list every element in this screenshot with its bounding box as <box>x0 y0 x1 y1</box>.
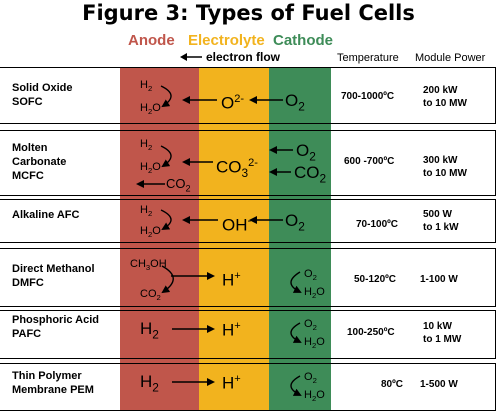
anode-band <box>120 67 199 410</box>
electron-flow-label: electron flow <box>206 50 281 64</box>
pafc-power-line1: 10 kW <box>423 321 452 332</box>
pem-cathode-curve-arrow <box>290 375 302 396</box>
sofc-anode-product: H2O <box>140 102 161 117</box>
pem-cathode-product: H2O <box>304 389 325 404</box>
pem-name-line1: Thin Polymer <box>12 370 82 382</box>
dmfc-name-line1: Direct Methanol <box>12 263 95 275</box>
dmfc-anode-curve-arrow <box>161 265 174 294</box>
dmfc-cathode-reactant: O2 <box>304 268 317 283</box>
pem-temperature: 80ºC <box>381 379 403 390</box>
pafc-ion: H+ <box>222 320 241 340</box>
pem-ion: H+ <box>222 373 241 393</box>
dmfc-cathode-product: H2O <box>304 286 325 301</box>
module-power-header: Module Power <box>415 52 486 64</box>
sofc-anode-reactant: H2 <box>140 79 153 94</box>
sofc-power-line2: to 10 MW <box>423 98 467 109</box>
row-pafc <box>0 310 496 359</box>
cathode-band <box>269 67 331 410</box>
dmfc-power-line1: 1-100 W <box>420 274 458 285</box>
pem-power-line1: 1-500 W <box>420 379 458 390</box>
dmfc-cathode-curve-arrow <box>290 271 302 293</box>
sofc-name-line1: Solid Oxide <box>12 82 73 94</box>
mcfc-name-line3: MCFC <box>12 170 44 182</box>
figure-title: Figure 3: Types of Fuel Cells <box>82 1 415 25</box>
mcfc-ion: CO32- <box>216 157 258 181</box>
sofc-power-line1: 200 kW <box>423 85 458 96</box>
sofc-temperature: 700-1000ºC <box>341 91 395 102</box>
pafc-temperature: 100-250ºC <box>347 327 395 338</box>
dmfc-ion: H+ <box>222 270 241 290</box>
dmfc-anode-reactant: CH3OH <box>130 258 167 273</box>
afc-name-line1: Alkaline AFC <box>12 209 80 221</box>
sofc-ion: O2- <box>221 93 245 113</box>
pem-cathode-reactant: O2 <box>304 371 317 386</box>
electron-flow-arrow-icon <box>180 53 202 61</box>
mcfc-anode-co2: CO2 <box>166 176 191 194</box>
electrolyte-header: Electrolyte <box>188 32 265 49</box>
sofc-cathode-reactant: O2 <box>285 91 305 114</box>
pafc-name-line1: Phosphoric Acid <box>12 314 99 326</box>
temperature-header: Temperature <box>337 52 399 64</box>
pafc-anode-reactant: H2 <box>140 319 159 342</box>
dmfc-temperature: 50-120ºC <box>354 274 397 285</box>
row-dmfc <box>0 248 496 307</box>
electrolyte-band <box>199 67 269 410</box>
mcfc-cathode-o2: O2 <box>296 141 316 164</box>
cathode-header: Cathode <box>273 32 333 49</box>
pafc-name-line2: PAFC <box>12 328 42 340</box>
mcfc-power-line1: 300 kW <box>423 155 458 166</box>
pem-name-line2: Membrane PEM <box>12 384 94 396</box>
mcfc-anode-curve-arrow <box>160 145 172 168</box>
anode-header: Anode <box>128 32 175 49</box>
pafc-cathode-reactant: O2 <box>304 318 317 333</box>
mcfc-name-line2: Carbonate <box>12 156 67 168</box>
afc-power-line1: 500 W <box>423 209 452 220</box>
sofc-anode-curve-arrow <box>160 85 172 108</box>
afc-power-line2: to 1 kW <box>423 222 459 233</box>
afc-temperature: 70-100ºC <box>356 219 399 230</box>
afc-anode-product: H2O <box>140 225 161 240</box>
mcfc-anode-reactant: H2 <box>140 138 153 153</box>
dmfc-name-line2: DMFC <box>12 277 44 289</box>
row-afc <box>0 199 496 243</box>
row-sofc <box>0 67 496 124</box>
pafc-cathode-curve-arrow <box>290 322 302 343</box>
afc-anode-reactant: H2 <box>140 204 153 219</box>
row-mcfc <box>0 130 496 196</box>
mcfc-anode-product: H2O <box>140 161 161 176</box>
mcfc-power-line2: to 10 MW <box>423 168 467 179</box>
pafc-power-line2: to 1 MW <box>423 334 462 345</box>
mcfc-name-line1: Molten <box>12 142 48 154</box>
pem-anode-reactant: H2 <box>140 372 159 395</box>
afc-cathode-reactant: O2 <box>285 211 305 234</box>
dmfc-anode-product: CO2 <box>140 288 161 303</box>
afc-anode-curve-arrow <box>160 209 172 231</box>
mcfc-cathode-co2: CO2 <box>294 163 327 186</box>
pafc-cathode-product: H2O <box>304 336 325 351</box>
mcfc-temperature: 600 -700ºC <box>344 156 395 167</box>
sofc-name-line2: SOFC <box>12 96 43 108</box>
